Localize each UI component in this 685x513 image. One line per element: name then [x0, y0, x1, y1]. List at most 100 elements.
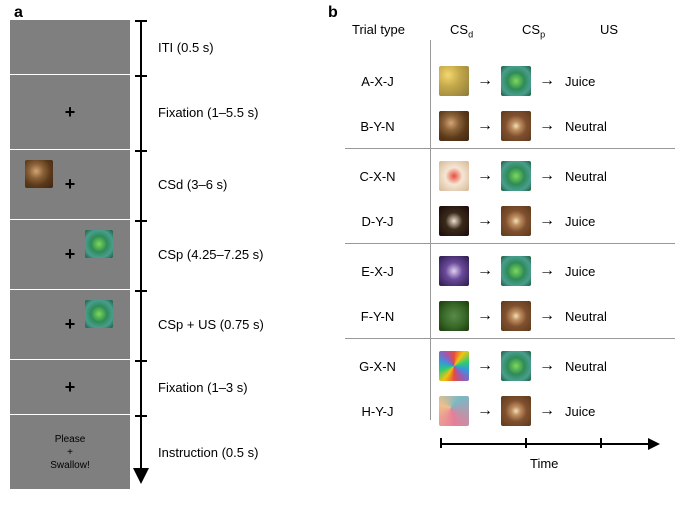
horizontal-divider: [345, 148, 675, 149]
arrow-icon: →: [471, 357, 499, 375]
header-trial-type: Trial type: [352, 22, 405, 37]
trial-row: H-Y-J→→Juice: [330, 390, 680, 432]
fixation-cross-icon: +: [65, 314, 76, 335]
arrow-icon: →: [471, 212, 499, 230]
csd-fractal-icon: [439, 301, 469, 331]
phase-label: CSd (3–6 s): [158, 177, 227, 192]
arrow-icon: →: [471, 167, 499, 185]
csd-fractal-icon: [439, 66, 469, 96]
trial-row: G-X-N→→Neutral: [330, 345, 680, 387]
phase-box: +: [10, 290, 130, 360]
trial-row: E-X-J→→Juice: [330, 250, 680, 292]
arrow-icon: →: [471, 117, 499, 135]
arrow-icon: →: [533, 262, 561, 280]
trial-row: F-Y-N→→Neutral: [330, 295, 680, 337]
csp-fractal-icon: [501, 301, 531, 331]
csp-fractal-icon: [501, 206, 531, 236]
csp-fractal-icon: [501, 66, 531, 96]
phase-box: +: [10, 150, 130, 220]
us-label: Juice: [561, 404, 616, 419]
arrow-icon: →: [533, 72, 561, 90]
csd-fractal-icon: [439, 206, 469, 236]
tick-mark: [135, 360, 147, 362]
phase-label: CSp + US (0.75 s): [158, 317, 264, 332]
panel-a: a +++++Please + Swallow! ITI (0.5 s)Fixa…: [10, 10, 320, 500]
trial-type-label: D-Y-J: [330, 214, 425, 229]
timeline-column: +++++Please + Swallow!: [10, 20, 130, 490]
time-tick: [600, 438, 602, 448]
csd-fractal-icon: [439, 396, 469, 426]
phase-box: Please + Swallow!: [10, 415, 130, 490]
time-line: [440, 443, 650, 445]
header-csp: CSp: [522, 22, 545, 40]
us-label: Neutral: [561, 169, 616, 184]
csp-fractal-icon: [501, 161, 531, 191]
trial-type-label: A-X-J: [330, 74, 425, 89]
time-label: Time: [530, 456, 558, 471]
phase-label: CSp (4.25–7.25 s): [158, 247, 264, 262]
panel-b: b Trial type CSd CSp US Time A-X-J→→Juic…: [330, 10, 680, 500]
trial-type-label: B-Y-N: [330, 119, 425, 134]
panel-b-label: b: [328, 4, 338, 22]
phase-box: +: [10, 360, 130, 415]
trial-row: A-X-J→→Juice: [330, 60, 680, 102]
phase-label: Instruction (0.5 s): [158, 445, 258, 460]
trial-type-label: F-Y-N: [330, 309, 425, 324]
trial-type-label: G-X-N: [330, 359, 425, 374]
phase-box: [10, 20, 130, 75]
fractal-stimulus-icon: [85, 230, 113, 258]
arrow-icon: →: [471, 262, 499, 280]
phase-label: ITI (0.5 s): [158, 40, 214, 55]
fixation-cross-icon: +: [65, 174, 76, 195]
instruction-text: Please + Swallow!: [50, 433, 89, 472]
us-label: Juice: [561, 264, 616, 279]
tick-mark: [135, 20, 147, 22]
horizontal-divider: [345, 338, 675, 339]
trial-type-label: H-Y-J: [330, 404, 425, 419]
arrow-icon: →: [533, 212, 561, 230]
us-label: Neutral: [561, 359, 616, 374]
csd-fractal-icon: [439, 111, 469, 141]
csp-fractal-icon: [501, 111, 531, 141]
csd-fractal-icon: [439, 351, 469, 381]
horizontal-divider: [345, 243, 675, 244]
trial-type-label: C-X-N: [330, 169, 425, 184]
tick-mark: [135, 75, 147, 77]
trial-row: C-X-N→→Neutral: [330, 155, 680, 197]
us-label: Juice: [561, 214, 616, 229]
trial-row: D-Y-J→→Juice: [330, 200, 680, 242]
arrow-head-icon: [133, 468, 149, 484]
trial-type-label: E-X-J: [330, 264, 425, 279]
csp-fractal-icon: [501, 256, 531, 286]
tick-mark: [135, 290, 147, 292]
csd-fractal-icon: [439, 256, 469, 286]
tick-mark: [135, 220, 147, 222]
arrow-icon: →: [533, 117, 561, 135]
arrow-icon: →: [471, 402, 499, 420]
phase-label: Fixation (1–5.5 s): [158, 105, 258, 120]
csp-fractal-icon: [501, 351, 531, 381]
tick-mark: [135, 150, 147, 152]
trial-row: B-Y-N→→Neutral: [330, 105, 680, 147]
arrow-icon: →: [471, 307, 499, 325]
fractal-stimulus-icon: [25, 160, 53, 188]
arrow-icon: →: [533, 402, 561, 420]
arrow-icon: →: [533, 167, 561, 185]
arrow-icon: →: [533, 357, 561, 375]
us-label: Juice: [561, 74, 616, 89]
us-label: Neutral: [561, 309, 616, 324]
timeline-arrow: [132, 20, 152, 490]
tick-mark: [135, 415, 147, 417]
fractal-stimulus-icon: [85, 300, 113, 328]
csp-fractal-icon: [501, 396, 531, 426]
us-label: Neutral: [561, 119, 616, 134]
phase-box: +: [10, 75, 130, 150]
arrow-icon: →: [471, 72, 499, 90]
fixation-cross-icon: +: [65, 377, 76, 398]
csd-fractal-icon: [439, 161, 469, 191]
header-us: US: [600, 22, 618, 37]
arrow-line: [140, 20, 142, 470]
fixation-cross-icon: +: [65, 102, 76, 123]
phase-label: Fixation (1–3 s): [158, 380, 248, 395]
time-arrow-head-icon: [648, 438, 660, 450]
